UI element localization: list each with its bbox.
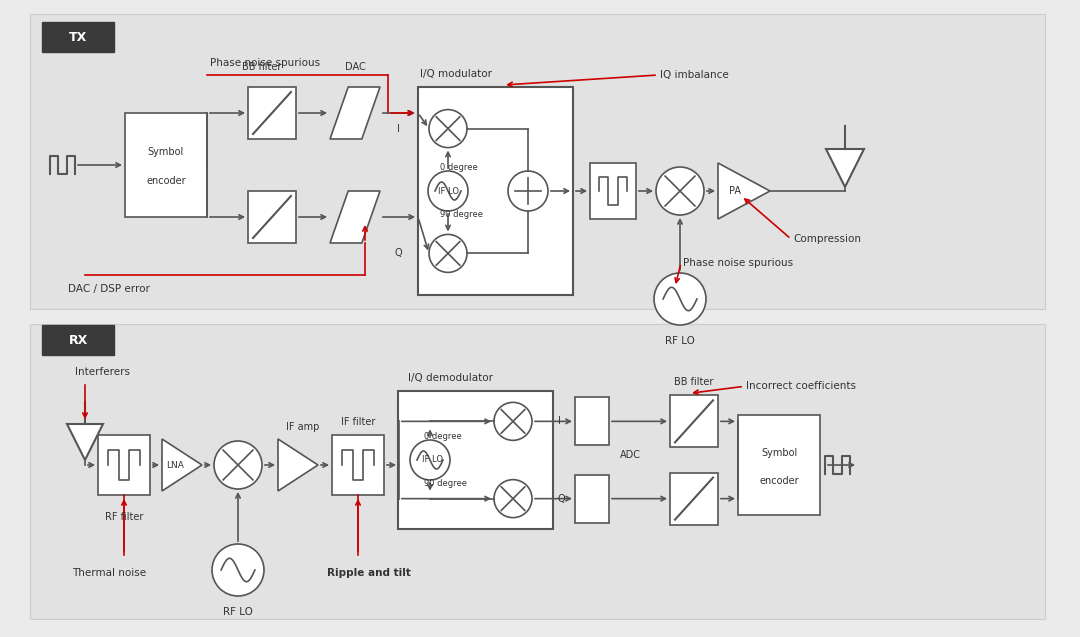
Text: LNA: LNA (166, 461, 184, 469)
Text: 90 degree: 90 degree (424, 480, 467, 489)
FancyBboxPatch shape (670, 473, 718, 525)
Circle shape (212, 544, 264, 596)
Text: Thermal noise: Thermal noise (72, 568, 146, 578)
Text: IF LO: IF LO (422, 455, 443, 464)
FancyBboxPatch shape (575, 397, 609, 445)
Text: I/Q demodulator: I/Q demodulator (408, 373, 492, 383)
FancyBboxPatch shape (30, 14, 1045, 309)
Text: DAC: DAC (345, 62, 365, 72)
Text: IF filter: IF filter (341, 417, 375, 427)
Circle shape (494, 403, 532, 440)
Text: IF amp: IF amp (286, 422, 320, 432)
Circle shape (428, 171, 468, 211)
Text: RF filter: RF filter (105, 512, 144, 522)
Text: I: I (558, 417, 561, 426)
FancyBboxPatch shape (399, 391, 553, 529)
Polygon shape (162, 439, 202, 491)
FancyBboxPatch shape (575, 475, 609, 522)
Text: Compression: Compression (793, 234, 861, 244)
FancyBboxPatch shape (125, 113, 207, 217)
Text: IQ imbalance: IQ imbalance (660, 70, 729, 80)
Text: BB filter: BB filter (674, 377, 714, 387)
Circle shape (429, 234, 467, 273)
Text: IF LO: IF LO (438, 187, 459, 196)
FancyBboxPatch shape (248, 87, 296, 139)
FancyBboxPatch shape (670, 396, 718, 447)
Circle shape (494, 480, 532, 518)
Text: I/Q modulator: I/Q modulator (420, 69, 492, 79)
Text: RF LO: RF LO (665, 336, 694, 346)
Circle shape (429, 110, 467, 148)
Circle shape (508, 171, 548, 211)
Text: Symbol: Symbol (761, 448, 797, 458)
Polygon shape (718, 163, 770, 219)
Polygon shape (330, 191, 380, 243)
Text: Phase noise spurious: Phase noise spurious (210, 58, 320, 68)
Text: ADC: ADC (620, 450, 640, 460)
FancyBboxPatch shape (738, 415, 820, 515)
Polygon shape (330, 87, 380, 139)
Text: Symbol: Symbol (148, 147, 184, 157)
Polygon shape (278, 439, 318, 491)
Text: 0 degree: 0 degree (440, 164, 477, 173)
Circle shape (656, 167, 704, 215)
Text: Phase noise spurious: Phase noise spurious (683, 258, 793, 268)
Text: TX: TX (69, 31, 87, 43)
Text: Interferers: Interferers (75, 367, 130, 377)
Circle shape (214, 441, 262, 489)
Circle shape (410, 440, 450, 480)
Text: PA: PA (729, 186, 741, 196)
FancyBboxPatch shape (98, 435, 150, 495)
Polygon shape (826, 149, 864, 187)
FancyBboxPatch shape (42, 22, 114, 52)
Text: DAC / DSP error: DAC / DSP error (68, 284, 150, 294)
Text: Q: Q (558, 494, 566, 504)
Text: BB filter: BB filter (242, 62, 282, 72)
FancyBboxPatch shape (590, 163, 636, 219)
Text: encoder: encoder (146, 176, 186, 186)
FancyBboxPatch shape (248, 191, 296, 243)
Text: I: I (396, 124, 400, 134)
FancyBboxPatch shape (42, 325, 114, 355)
Text: 0 degree: 0 degree (424, 431, 462, 441)
FancyBboxPatch shape (418, 87, 573, 295)
FancyBboxPatch shape (30, 324, 1045, 619)
Text: RF LO: RF LO (224, 607, 253, 617)
Text: encoder: encoder (759, 476, 799, 486)
FancyBboxPatch shape (332, 435, 384, 495)
Text: Q: Q (394, 248, 402, 259)
Text: 90 degree: 90 degree (440, 210, 483, 218)
Text: Incorrect coefficients: Incorrect coefficients (746, 382, 856, 391)
Circle shape (654, 273, 706, 325)
Text: RX: RX (68, 334, 87, 347)
Text: Ripple and tilt: Ripple and tilt (327, 568, 410, 578)
Polygon shape (67, 424, 103, 460)
